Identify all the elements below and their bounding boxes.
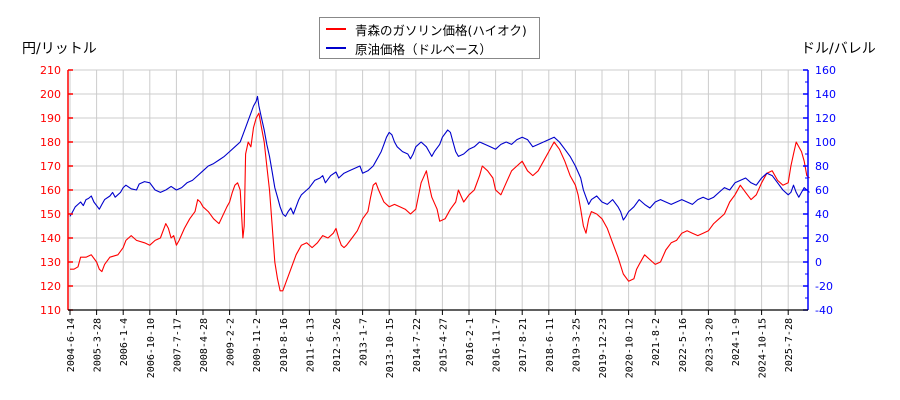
legend-item-crude: 原油価格（ドルベース） <box>326 39 492 57</box>
axes: 110 120 130 140 150 160 170 180 190 200 210 -40 -20 0… <box>40 64 836 378</box>
left-tick-label: 210 <box>40 64 61 77</box>
right-tick-label: 120 <box>815 112 836 125</box>
legend-label-gasoline: 青森のガソリン価格(ハイオク) <box>355 22 527 38</box>
x-tick-label: 2023-3-20 <box>704 318 715 372</box>
right-tick-label: 20 <box>815 232 829 245</box>
x-tick-label: 2006-10-10 <box>146 318 157 378</box>
gasoline-price-line <box>70 112 810 292</box>
right-tick-label: 80 <box>815 160 829 173</box>
legend: 青森のガソリン価格(ハイオク) 原油価格（ドルベース） <box>319 17 540 59</box>
right-axis-title: ドル/バレル <box>801 41 876 57</box>
right-tick-label: 140 <box>815 88 836 101</box>
x-tick-label: 2006-1-4 <box>119 318 130 366</box>
x-tick-label: 2022-5-16 <box>678 318 689 372</box>
legend-label-crude: 原油価格（ドルベース） <box>355 41 492 57</box>
x-tick-label: 2015-4-27 <box>438 318 449 372</box>
x-tick-label: 2013-1-7 <box>359 318 370 366</box>
left-tick-label: 160 <box>40 184 61 197</box>
left-tick-label: 110 <box>40 304 61 317</box>
left-tick-label: 150 <box>40 208 61 221</box>
x-tick-label: 2016-11-7 <box>492 318 503 372</box>
left-tick-label: 140 <box>40 232 61 245</box>
x-tick-label: 2009-2-2 <box>226 318 237 366</box>
x-tick-label: 2019-3-25 <box>571 318 582 372</box>
grid-lines <box>68 69 808 311</box>
right-tick-label: 160 <box>815 64 836 77</box>
x-tick-label: 2024-1-9 <box>731 318 742 366</box>
x-tick-label: 2020-10-12 <box>625 318 636 378</box>
x-tick-label: 2016-2-1 <box>465 318 476 366</box>
x-tick-label: 2018-6-11 <box>545 318 556 372</box>
right-tick-label: 40 <box>815 208 829 221</box>
left-tick-label: 120 <box>40 280 61 293</box>
crude-oil-price-line <box>69 95 810 221</box>
right-tick-label: 60 <box>815 184 829 197</box>
right-tick-label: 0 <box>815 256 822 269</box>
left-tick-label: 180 <box>40 136 61 149</box>
right-tick-label: 100 <box>815 136 836 149</box>
x-tick-label: 2021-8-2 <box>651 318 662 366</box>
left-axis-title: 円/リットル <box>22 41 97 57</box>
x-tick-label: 2011-6-13 <box>305 318 316 372</box>
x-tick-label: 2005-3-28 <box>93 318 104 372</box>
x-tick-label: 2012-3-26 <box>332 318 343 372</box>
legend-swatch-blue <box>326 47 346 49</box>
x-tick-label: 2013-10-15 <box>385 318 396 378</box>
x-tick-label: 2008-4-28 <box>199 318 210 372</box>
legend-swatch-red <box>326 28 346 30</box>
series-lines <box>69 95 810 292</box>
x-tick-label: 2019-12-23 <box>598 318 609 378</box>
x-tick-label: 2010-8-16 <box>279 318 290 372</box>
legend-item-gasoline: 青森のガソリン価格(ハイオク) <box>326 20 527 38</box>
left-tick-label: 200 <box>40 88 61 101</box>
x-tick-label: 2004-6-14 <box>66 318 77 372</box>
right-tick-label: -20 <box>815 280 833 293</box>
left-tick-label: 130 <box>40 256 61 269</box>
x-tick-label: 2024-10-15 <box>758 318 769 378</box>
left-tick-label: 190 <box>40 112 61 125</box>
right-tick-label: -40 <box>815 304 833 317</box>
x-tick-label: 2009-11-2 <box>252 318 263 372</box>
x-tick-label: 2025-7-28 <box>784 318 795 372</box>
left-tick-label: 170 <box>40 160 61 173</box>
x-tick-label: 2007-7-17 <box>172 318 183 372</box>
x-tick-label: 2017-8-21 <box>518 318 529 372</box>
x-tick-label: 2014-7-22 <box>412 318 423 372</box>
